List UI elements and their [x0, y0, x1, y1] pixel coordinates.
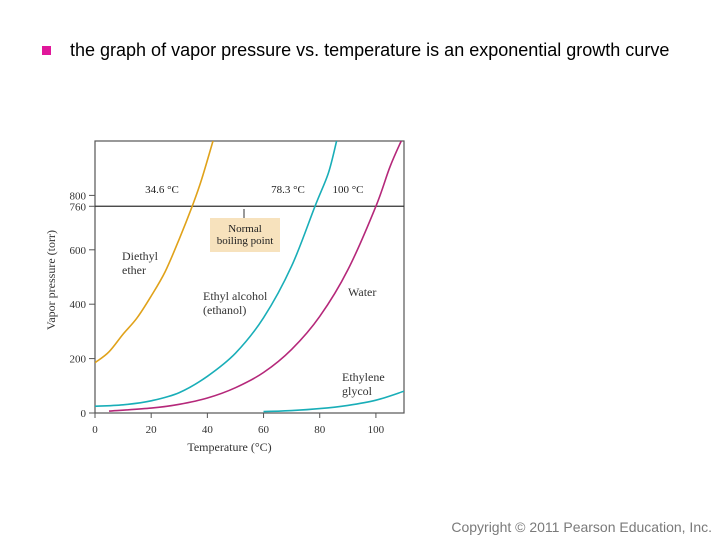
x-tick-label: 100: [368, 424, 385, 436]
ethylene-glycol-label: Ethylene: [342, 370, 385, 384]
y-tick-label: 200: [70, 354, 87, 366]
x-tick-label: 0: [92, 424, 98, 436]
y-tick-label: 760: [70, 201, 87, 213]
plot-frame: [94, 140, 405, 414]
diethyl-ether-curve: [95, 141, 214, 364]
copyright-notice: Copyright © 2011 Pearson Education, Inc.: [451, 519, 712, 535]
x-tick-label: 80: [314, 424, 326, 436]
ethanol-label: (ethanol): [203, 303, 246, 317]
x-axis-label: Temperature (°C): [187, 440, 271, 454]
x-tick-label: 20: [146, 424, 158, 436]
bullet-marker: [42, 46, 51, 55]
x-tick-label: 40: [202, 424, 214, 436]
water-label: Water: [348, 285, 376, 299]
callout-text: Normal: [228, 223, 262, 235]
callout-text: boiling point: [217, 235, 274, 247]
boiling-point-annotation: 78.3 °C: [271, 184, 305, 196]
y-tick-label: 400: [70, 299, 87, 311]
ethanol-label: Ethyl alcohol: [203, 289, 268, 303]
diethyl-ether-label: Diethyl: [122, 249, 159, 263]
ethanol-curve: [95, 141, 338, 407]
x-tick-label: 60: [258, 424, 270, 436]
ethylene-glycol-label: glycol: [342, 384, 373, 398]
boiling-point-annotation: 100 °C: [333, 184, 364, 196]
boiling-point-annotation: 34.6 °C: [145, 184, 179, 196]
y-axis-label: Vapor pressure (torr): [44, 230, 58, 330]
ethylene-glycol-curve: [263, 390, 404, 413]
callout-box: [210, 218, 280, 252]
water-curve: [108, 141, 402, 412]
y-tick-label: 0: [81, 408, 87, 420]
y-tick-label: 800: [70, 190, 87, 202]
diethyl-ether-label: ether: [122, 263, 146, 277]
bullet-text: the graph of vapor pressure vs. temperat…: [70, 40, 670, 60]
y-tick-label: 600: [70, 245, 87, 257]
